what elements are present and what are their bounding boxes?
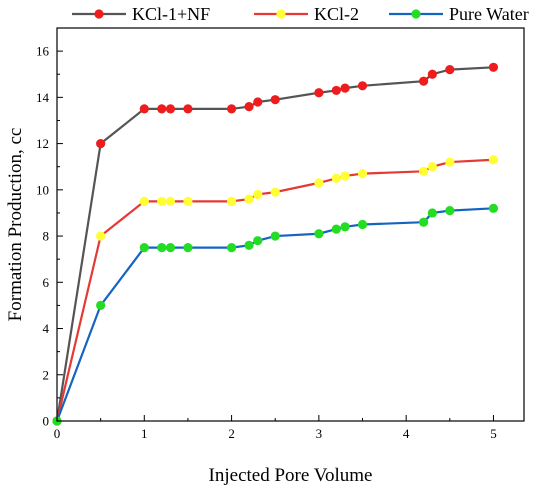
- y-tick-label: 16: [36, 44, 50, 59]
- legend-label: KCl-2: [314, 4, 359, 24]
- data-point: [226, 243, 237, 253]
- data-point: [183, 243, 193, 253]
- data-point: [244, 194, 254, 204]
- legend-marker: [276, 9, 286, 19]
- legend-label: KCl-1+NF: [132, 4, 210, 24]
- data-point: [139, 243, 149, 253]
- data-point: [253, 236, 263, 246]
- data-point: [427, 208, 437, 218]
- data-point: [165, 104, 176, 114]
- y-tick-label: 14: [36, 90, 50, 105]
- y-tick-label: 12: [36, 136, 49, 151]
- y-tick-label: 8: [43, 229, 50, 244]
- x-tick-label: 2: [228, 426, 235, 441]
- data-point: [340, 83, 350, 93]
- series-2: [52, 155, 499, 426]
- series-3: [52, 203, 499, 426]
- y-tick-label: 10: [36, 182, 49, 197]
- data-point: [357, 219, 368, 230]
- data-point: [488, 203, 499, 213]
- data-point: [139, 104, 149, 114]
- data-point: [270, 231, 280, 241]
- data-point: [226, 196, 237, 206]
- data-point: [253, 189, 263, 200]
- data-point: [157, 243, 167, 253]
- data-point: [165, 243, 176, 253]
- legend-marker: [94, 9, 104, 19]
- y-tick-label: 0: [43, 414, 50, 429]
- data-point: [253, 97, 263, 107]
- legend: KCl-1+NF KCl-2 Pure Water: [72, 4, 529, 24]
- data-point: [488, 62, 499, 72]
- data-point: [331, 224, 341, 234]
- data-point: [340, 222, 350, 232]
- data-point: [244, 102, 254, 112]
- legend-marker: [411, 9, 421, 19]
- x-tick-label: 5: [490, 426, 497, 441]
- series-1: [52, 62, 499, 426]
- series-line: [55, 158, 494, 422]
- y-axis: 0 2 4 6 8 10 12 14 16: [36, 44, 63, 429]
- y-tick-label: 4: [43, 321, 50, 336]
- data-point: [314, 229, 324, 239]
- data-point: [183, 104, 193, 114]
- data-point: [427, 69, 437, 79]
- x-tick-label: 0: [54, 426, 61, 441]
- data-point: [96, 138, 106, 149]
- data-point: [340, 171, 350, 181]
- y-axis-label: Formation Production, cc: [5, 128, 26, 322]
- legend-label: Pure Water: [449, 4, 529, 24]
- y-tick-label: 2: [43, 367, 50, 382]
- data-point: [314, 178, 324, 188]
- data-point: [445, 65, 455, 75]
- data-point: [427, 162, 437, 172]
- data-point: [419, 217, 429, 227]
- data-point: [331, 85, 341, 96]
- plot-frame: [56, 27, 525, 422]
- data-point: [314, 88, 324, 98]
- data-point: [331, 173, 341, 183]
- x-axis: 0 1 2 3 4 5: [54, 415, 497, 441]
- series-line: [55, 66, 494, 422]
- y-tick-label: 6: [43, 275, 50, 290]
- x-tick-label: 1: [141, 426, 148, 441]
- data-point: [157, 104, 167, 114]
- data-point: [419, 166, 429, 176]
- data-point: [357, 169, 368, 179]
- data-point: [445, 206, 455, 216]
- x-axis-label: Injected Pore Volume: [209, 465, 373, 486]
- data-point: [96, 300, 106, 311]
- data-point: [357, 81, 368, 91]
- data-point: [270, 187, 280, 197]
- data-point: [139, 196, 149, 206]
- data-point: [165, 196, 176, 206]
- data-point: [445, 157, 455, 167]
- data-point: [183, 196, 193, 206]
- data-point: [96, 231, 106, 241]
- data-point: [270, 95, 280, 105]
- data-point: [419, 76, 429, 86]
- x-tick-label: 3: [316, 426, 323, 441]
- data-point: [244, 240, 254, 250]
- data-point: [488, 155, 499, 165]
- data-point: [157, 196, 167, 206]
- x-tick-label: 4: [403, 426, 410, 441]
- data-point: [226, 104, 237, 114]
- plot-series: [52, 62, 499, 426]
